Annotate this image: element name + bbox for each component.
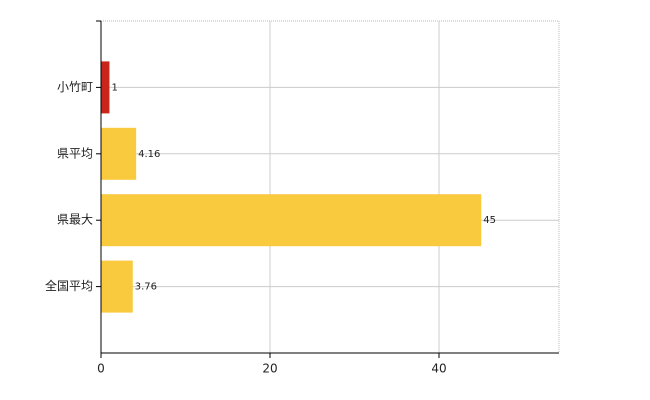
bar [101, 127, 137, 180]
value-label: 1 [111, 82, 117, 93]
y-tick-label: 小竹町 [57, 80, 93, 94]
y-tick-label: 県最大 [57, 213, 93, 227]
bar [101, 260, 133, 313]
value-label: 45 [483, 215, 496, 226]
x-tick-label: 0 [97, 362, 105, 376]
bar [101, 61, 110, 114]
value-label: 3.76 [135, 282, 157, 293]
value-label: 4.16 [138, 149, 160, 160]
y-tick-label: 県平均 [57, 146, 93, 160]
x-tick-label: 40 [431, 362, 446, 376]
bar [101, 194, 482, 247]
y-tick-label: 全国平均 [45, 278, 93, 293]
x-tick-label: 20 [262, 362, 277, 376]
